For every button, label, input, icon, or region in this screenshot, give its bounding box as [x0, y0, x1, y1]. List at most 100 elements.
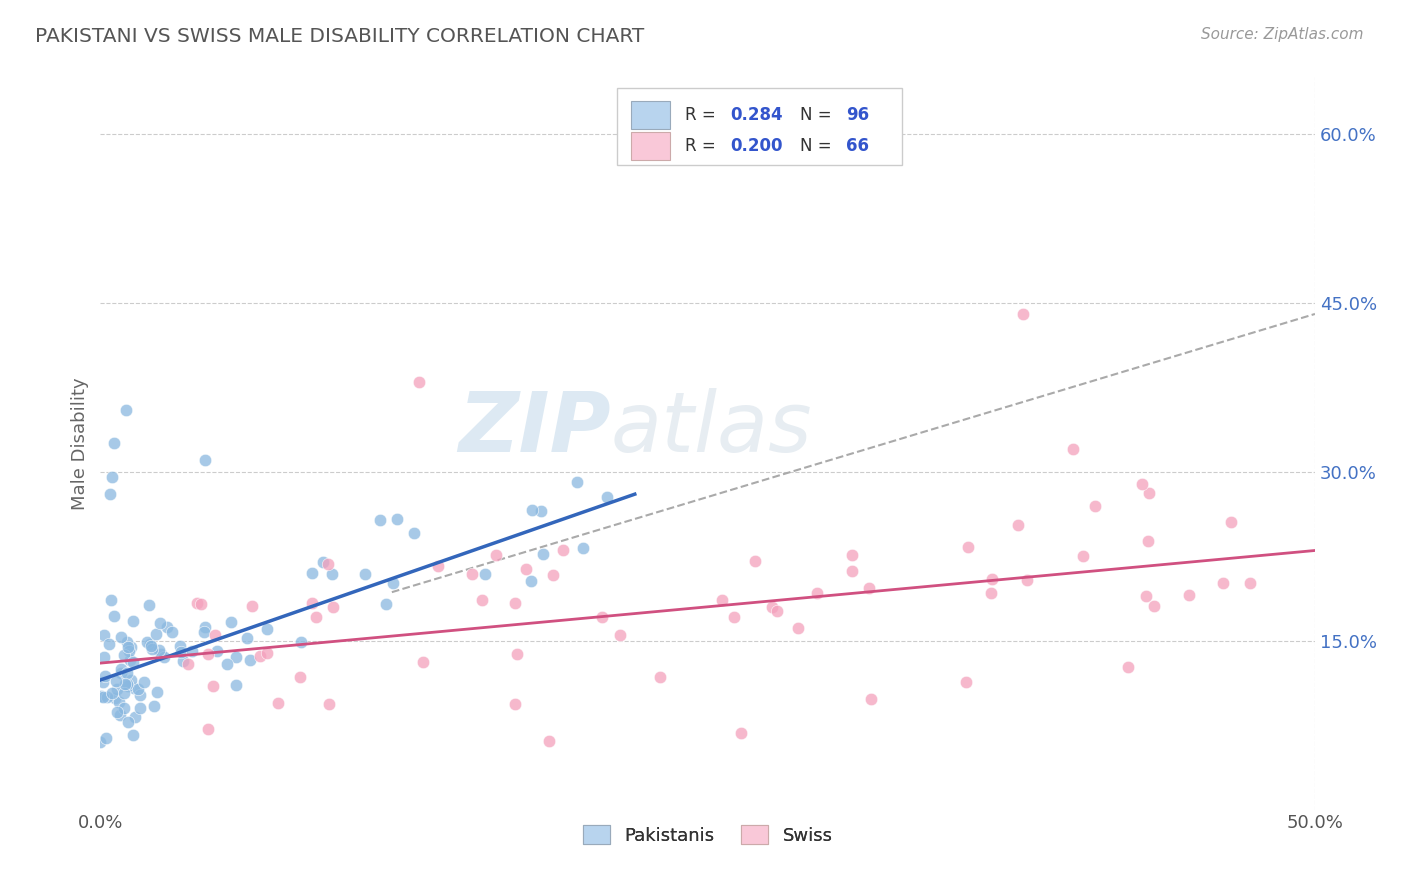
Point [105, 673, 128, 688]
Point [127, 681, 149, 696]
Point [1062, 442, 1084, 456]
Point [860, 691, 883, 706]
Point [115, 666, 138, 681]
Point [134, 675, 156, 690]
Point [1239, 575, 1261, 590]
Point [110, 707, 132, 722]
Point [121, 614, 143, 628]
Point [956, 541, 979, 555]
Point [112, 685, 135, 699]
Point [321, 566, 343, 581]
Point [207, 644, 229, 658]
Point [541, 568, 564, 582]
Point [201, 679, 224, 693]
Point [186, 596, 208, 610]
Point [172, 654, 194, 668]
Point [93, 649, 115, 664]
Point [503, 597, 526, 611]
Point [522, 503, 544, 517]
Point [426, 558, 449, 573]
Point [89, 735, 111, 749]
Point [249, 648, 271, 663]
Point [90, 689, 112, 703]
Point [744, 554, 766, 568]
Point [194, 453, 217, 467]
Point [139, 639, 162, 653]
Point [91, 690, 114, 705]
Point [115, 677, 138, 691]
Point [120, 673, 142, 687]
Point [110, 630, 132, 644]
Y-axis label: Male Disability: Male Disability [72, 377, 89, 510]
Point [368, 513, 391, 527]
Point [711, 593, 734, 607]
Point [841, 548, 863, 562]
Point [239, 652, 262, 666]
Point [1071, 549, 1094, 563]
Point [197, 722, 219, 736]
Point [786, 621, 808, 635]
Text: N =: N = [800, 106, 837, 124]
Point [110, 662, 132, 676]
Point [120, 640, 142, 654]
Point [153, 650, 176, 665]
Point [143, 699, 166, 714]
Point [242, 599, 264, 614]
Point [121, 728, 143, 742]
Point [256, 646, 278, 660]
Point [114, 677, 136, 691]
Text: R =: R = [685, 106, 721, 124]
Point [1139, 486, 1161, 500]
Point [128, 701, 150, 715]
Point [1143, 599, 1166, 614]
Point [520, 574, 543, 588]
Point [118, 652, 141, 666]
Point [93, 628, 115, 642]
Point [267, 696, 290, 710]
FancyBboxPatch shape [617, 88, 903, 165]
Point [531, 547, 554, 561]
Point [595, 491, 617, 505]
Text: N =: N = [800, 137, 837, 155]
Point [1137, 534, 1160, 549]
Point [105, 681, 128, 696]
Point [474, 566, 496, 581]
Point [288, 670, 311, 684]
Point [553, 543, 575, 558]
Point [177, 657, 200, 672]
Point [96, 731, 118, 746]
Point [118, 644, 141, 658]
Point [1084, 500, 1107, 514]
Point [461, 566, 484, 581]
Point [104, 690, 127, 705]
Point [980, 573, 1002, 587]
Point [412, 655, 434, 669]
Text: PAKISTANI VS SWISS MALE DISABILITY CORRELATION CHART: PAKISTANI VS SWISS MALE DISABILITY CORRE… [35, 27, 644, 45]
Point [765, 604, 787, 618]
Point [650, 670, 672, 684]
Text: 0.200: 0.200 [731, 137, 783, 155]
Point [318, 697, 340, 711]
Point [101, 470, 124, 484]
Point [1015, 573, 1038, 587]
Point [93, 668, 115, 682]
Point [197, 647, 219, 661]
Text: 66: 66 [846, 137, 869, 155]
Point [609, 627, 631, 641]
Point [761, 599, 783, 614]
Point [290, 635, 312, 649]
Point [193, 624, 215, 639]
Point [100, 593, 122, 607]
Point [591, 610, 613, 624]
Point [505, 697, 527, 711]
Point [169, 639, 191, 653]
Point [112, 701, 135, 715]
Point [115, 634, 138, 648]
Point [221, 615, 243, 629]
Point [1130, 477, 1153, 491]
Point [404, 526, 426, 541]
Point [301, 566, 323, 581]
Point [225, 678, 247, 692]
Point [1135, 589, 1157, 603]
Point [374, 597, 396, 611]
